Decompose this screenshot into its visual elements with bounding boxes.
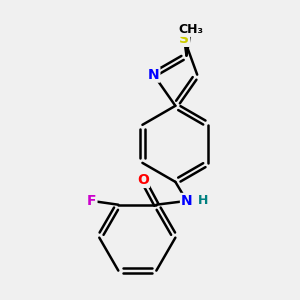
Text: N: N xyxy=(181,194,193,208)
Text: N: N xyxy=(148,68,159,82)
Text: S: S xyxy=(179,32,189,46)
Text: O: O xyxy=(137,173,149,187)
Text: CH₃: CH₃ xyxy=(178,23,204,36)
Text: F: F xyxy=(87,194,96,208)
Text: H: H xyxy=(197,194,208,207)
